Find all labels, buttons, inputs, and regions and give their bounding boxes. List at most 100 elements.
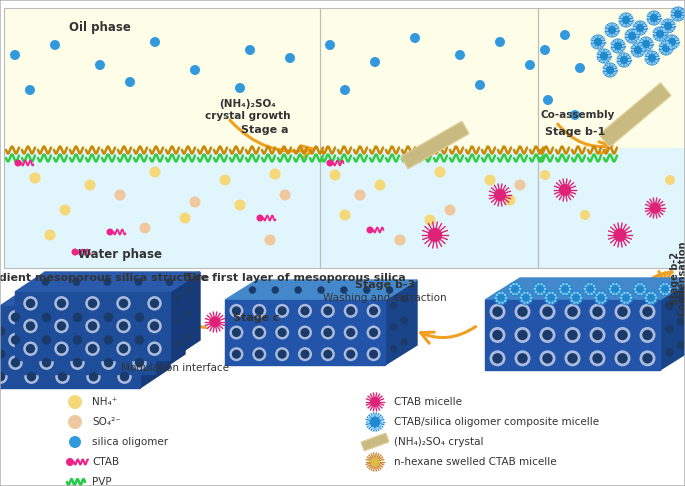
Circle shape (601, 60, 603, 62)
Circle shape (667, 44, 669, 46)
Circle shape (587, 283, 590, 285)
Circle shape (540, 293, 543, 295)
Circle shape (8, 310, 23, 325)
Circle shape (68, 395, 82, 409)
Circle shape (682, 13, 684, 15)
Circle shape (662, 44, 671, 52)
Circle shape (565, 283, 568, 285)
Circle shape (169, 347, 177, 354)
Circle shape (50, 40, 60, 50)
Circle shape (116, 296, 131, 311)
Circle shape (490, 304, 506, 320)
Circle shape (641, 46, 643, 48)
Circle shape (154, 338, 162, 346)
Circle shape (501, 301, 503, 304)
Circle shape (677, 341, 685, 349)
Circle shape (659, 288, 661, 290)
Circle shape (301, 349, 310, 359)
Text: PVP: PVP (92, 477, 112, 486)
Circle shape (366, 304, 381, 318)
Circle shape (57, 321, 66, 330)
Circle shape (671, 28, 673, 30)
Circle shape (55, 347, 70, 361)
Circle shape (591, 41, 594, 43)
Circle shape (615, 32, 617, 35)
Circle shape (604, 50, 607, 52)
Circle shape (534, 288, 536, 290)
Circle shape (544, 288, 547, 290)
Polygon shape (485, 278, 685, 300)
Circle shape (643, 285, 645, 287)
Circle shape (615, 40, 618, 42)
Circle shape (612, 45, 614, 47)
Circle shape (661, 285, 669, 293)
Circle shape (380, 420, 384, 424)
Circle shape (540, 170, 550, 180)
Circle shape (662, 28, 665, 30)
Circle shape (656, 30, 664, 38)
Circle shape (627, 32, 629, 34)
Circle shape (678, 17, 681, 20)
Circle shape (535, 285, 537, 287)
Circle shape (11, 358, 21, 367)
Circle shape (636, 285, 644, 293)
Circle shape (39, 355, 53, 370)
Circle shape (622, 45, 625, 47)
Text: Water phase: Water phase (78, 247, 162, 260)
Circle shape (255, 328, 264, 337)
Circle shape (610, 291, 612, 293)
Circle shape (71, 333, 85, 347)
Circle shape (298, 347, 312, 361)
Circle shape (504, 299, 506, 302)
Circle shape (23, 319, 38, 333)
Circle shape (344, 347, 358, 361)
Circle shape (617, 307, 627, 317)
Circle shape (511, 285, 519, 293)
Circle shape (517, 353, 527, 364)
Circle shape (634, 27, 636, 29)
Circle shape (576, 292, 579, 294)
Circle shape (618, 285, 621, 287)
Circle shape (580, 210, 590, 220)
Circle shape (455, 50, 465, 60)
Circle shape (340, 287, 347, 294)
Circle shape (101, 355, 116, 370)
Bar (320, 8, 538, 268)
Circle shape (484, 174, 495, 186)
Circle shape (434, 167, 445, 177)
Circle shape (640, 283, 643, 285)
Circle shape (652, 62, 655, 64)
Circle shape (663, 42, 666, 44)
Circle shape (57, 298, 66, 308)
Circle shape (554, 299, 556, 302)
Circle shape (505, 296, 508, 299)
Circle shape (654, 12, 657, 14)
Text: CTAB: CTAB (92, 457, 119, 467)
Circle shape (58, 327, 67, 336)
Circle shape (624, 54, 627, 56)
Circle shape (665, 20, 668, 22)
Circle shape (663, 52, 666, 54)
Circle shape (318, 287, 325, 294)
Text: Stage b-3: Stage b-3 (355, 280, 415, 290)
Circle shape (27, 327, 36, 336)
Circle shape (611, 285, 619, 293)
Circle shape (615, 293, 618, 295)
Circle shape (604, 66, 607, 68)
Circle shape (660, 285, 662, 287)
Circle shape (73, 278, 80, 286)
Circle shape (665, 283, 668, 285)
Circle shape (643, 30, 645, 33)
Circle shape (160, 309, 166, 315)
Circle shape (647, 17, 650, 19)
Circle shape (660, 28, 663, 30)
Circle shape (640, 293, 643, 295)
Circle shape (490, 327, 506, 343)
Circle shape (559, 184, 571, 196)
Circle shape (229, 326, 243, 340)
Circle shape (595, 36, 597, 38)
Circle shape (298, 304, 312, 318)
Circle shape (368, 417, 371, 419)
Circle shape (151, 293, 158, 300)
Circle shape (601, 44, 603, 46)
